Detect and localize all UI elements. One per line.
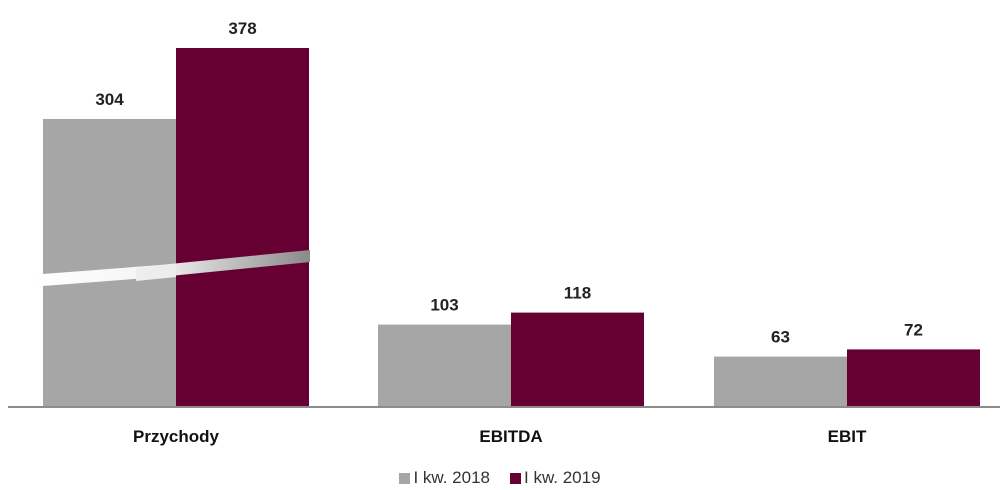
legend-label-series-2: I kw. 2019 — [524, 468, 601, 487]
axis-break — [30, 250, 310, 287]
category-label-przychody: Przychody — [133, 427, 220, 446]
data-label-przychody-series-2: 378 — [228, 19, 256, 38]
labels-layer: 304 378 Przychody 103 118 EBITDA 63 72 EBIT — [95, 19, 923, 446]
bar-ebitda-series-1 — [378, 324, 511, 407]
axis-break-notch — [136, 264, 176, 281]
data-label-ebit-series-2: 72 — [904, 320, 923, 339]
category-label-ebit: EBIT — [828, 427, 867, 446]
legend-item-series-1: I kw. 2018 — [399, 468, 490, 488]
axis-break-cap — [30, 275, 42, 287]
data-label-ebitda-series-2: 118 — [564, 284, 591, 303]
legend-swatch-series-2 — [510, 472, 521, 484]
bars-layer — [43, 48, 980, 407]
legend-item-series-2: I kw. 2019 — [510, 468, 601, 488]
data-label-przychody-series-1: 304 — [95, 90, 124, 109]
data-label-ebitda-series-1: 103 — [430, 296, 458, 315]
legend: I kw. 2018 I kw. 2019 — [0, 466, 1000, 490]
bar-ebit-series-2 — [847, 349, 980, 407]
legend-label-series-1: I kw. 2018 — [413, 468, 490, 487]
category-label-ebitda: EBITDA — [479, 427, 542, 446]
data-label-ebit-series-1: 63 — [771, 328, 790, 347]
legend-swatch-series-1 — [399, 472, 411, 484]
bar-chart: 304 378 Przychody 103 118 EBITDA 63 72 EBIT — [8, 19, 1000, 446]
bar-przychody-series-1 — [43, 119, 176, 407]
bar-ebit-series-1 — [714, 356, 847, 407]
bar-ebitda-series-2 — [511, 312, 644, 407]
bar-przychody-series-2 — [176, 48, 309, 407]
